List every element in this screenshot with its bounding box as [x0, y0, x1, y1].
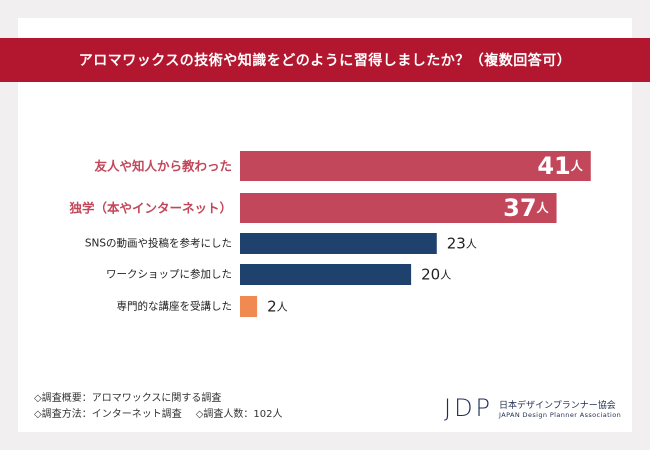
category-label-2: SNSの動画や投稿を参考にした: [85, 237, 232, 250]
value-label-4: 2人: [267, 298, 288, 316]
chart-title: アロマワックスの技術や知識をどのように習得しましたか？（複数回答可）: [78, 53, 572, 69]
bar-0: [240, 151, 591, 181]
logo-name-en: JAPAN Design Planner Association: [499, 410, 622, 419]
value-label-2: 23人: [447, 235, 477, 253]
category-label-0: 友人や知人から教わった: [93, 159, 232, 174]
logo-name-jp: 日本デザインプランナー協会: [499, 400, 616, 411]
value-label-3: 20人: [421, 266, 451, 284]
logo-mark: JDP: [444, 394, 494, 422]
jdp-logo: JDP 日本デザインプランナー協会 JAPAN Design Planner A…: [444, 394, 621, 422]
bar-3: [240, 264, 412, 285]
bar-1: [240, 193, 557, 223]
bar-4: [240, 296, 258, 317]
value-label-1: 37人: [503, 194, 549, 222]
chart-card: [18, 18, 632, 432]
survey-method: ◇調査方法：インターネット調査: [34, 409, 182, 420]
value-label-0: 41人: [537, 152, 583, 180]
survey-summary: ◇調査概要：アロマワックスに関する調査: [34, 393, 222, 404]
category-label-4: 専門的な講座を受講した: [117, 300, 233, 313]
title-banner: アロマワックスの技術や知識をどのように習得しましたか？（複数回答可）: [0, 38, 650, 82]
survey-count: ◇調査人数：102人: [195, 409, 283, 420]
category-label-1: 独学（本やインターネット）: [68, 201, 232, 216]
survey-notes: ◇調査概要：アロマワックスに関する調査 ◇調査方法：インターネット調査 ◇調査人数…: [34, 391, 282, 423]
category-label-3: ワークショップに参加した: [106, 268, 232, 281]
bar-2: [240, 233, 437, 254]
